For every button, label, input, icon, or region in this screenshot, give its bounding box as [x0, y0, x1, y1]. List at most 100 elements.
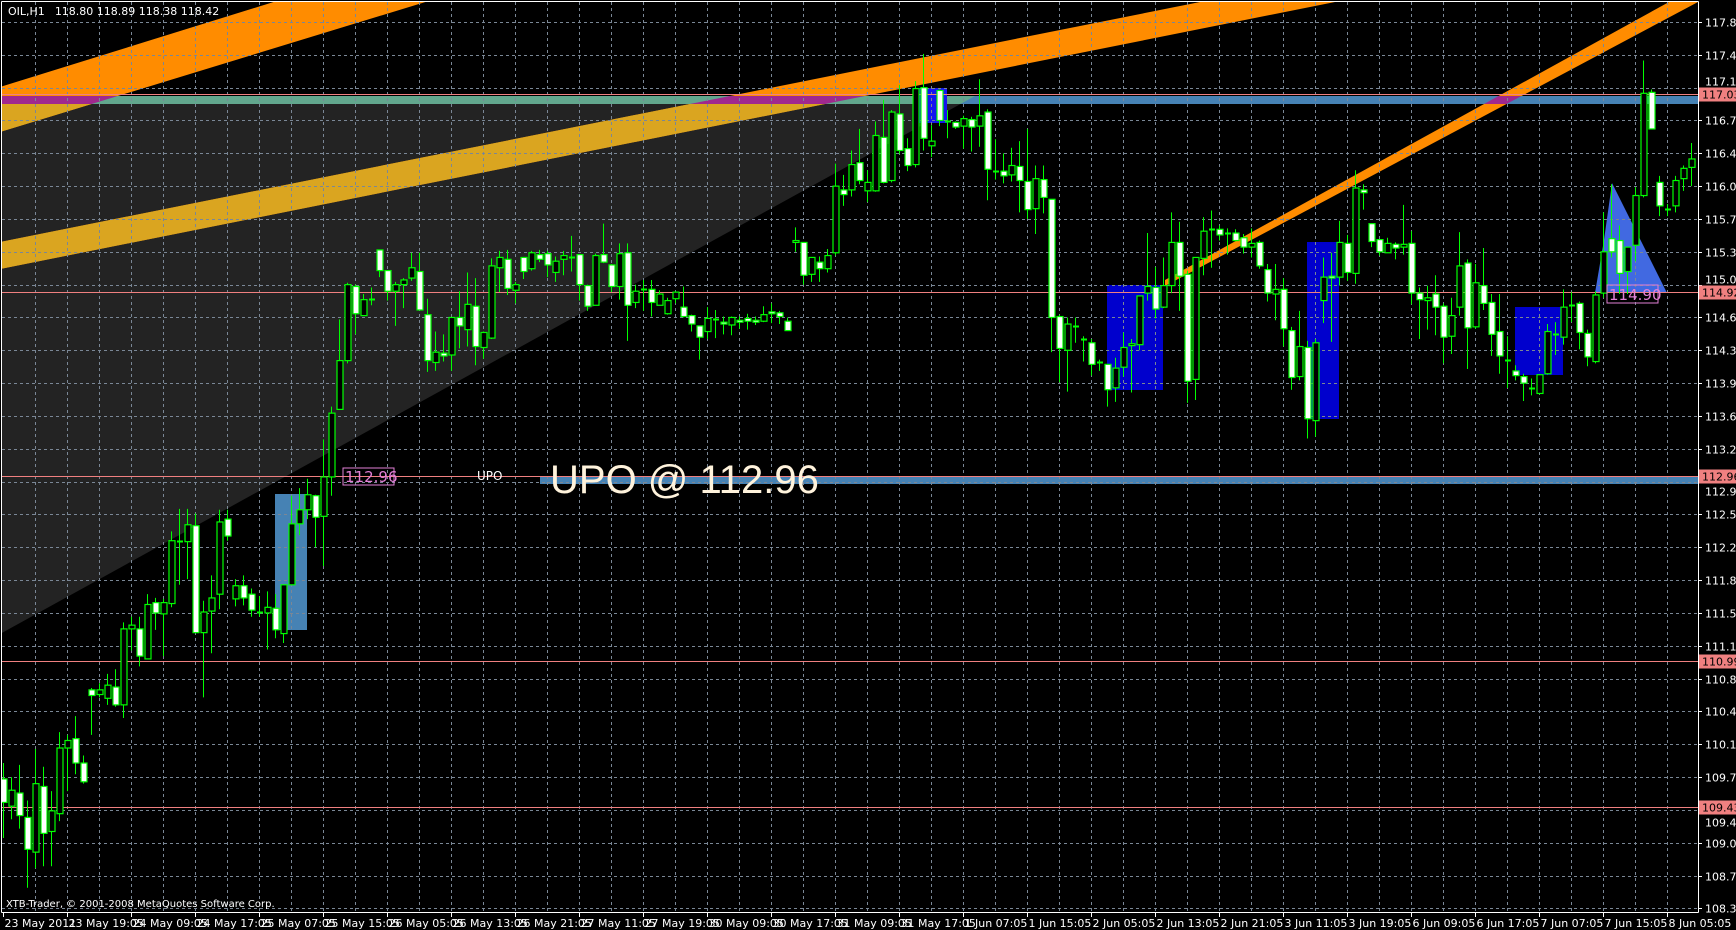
upo-big-label[interactable]: UPO @ 112.96: [550, 458, 819, 502]
candle-body: [528, 252, 536, 270]
candle-body: [496, 256, 504, 269]
candle-body: [1032, 178, 1040, 210]
candle: [696, 325, 704, 360]
candle-body: [264, 606, 272, 614]
candle-body: [1232, 232, 1240, 242]
y-tick-label: 110.80: [1705, 674, 1736, 687]
y-tick-label: 113.60: [1705, 411, 1736, 424]
candle: [608, 264, 616, 293]
candle: [1008, 147, 1016, 182]
candle-body: [824, 254, 832, 270]
candle: [1040, 165, 1048, 214]
candle: [408, 252, 416, 281]
candle: [456, 291, 464, 349]
candle: [184, 508, 192, 580]
candle: [208, 575, 216, 654]
candle-body: [1416, 292, 1424, 301]
candle: [96, 683, 104, 698]
candle-body: [1008, 164, 1016, 176]
candle: [1248, 228, 1256, 258]
candle: [704, 307, 712, 340]
candle: [1168, 212, 1176, 294]
candle: [560, 250, 568, 276]
candle: [1136, 295, 1144, 351]
candle: [1640, 60, 1648, 198]
candle: [760, 306, 768, 323]
candle: [1304, 340, 1312, 439]
x-tick-label: 2 Jun 05:05: [1093, 917, 1156, 930]
candle: [440, 334, 448, 362]
candle: [1184, 270, 1192, 403]
candle-body: [784, 320, 792, 332]
candle-body: [1360, 189, 1368, 194]
candle: [480, 331, 488, 359]
upo-band[interactable]: [540, 477, 1698, 484]
candle: [376, 249, 384, 278]
candle-body: [512, 284, 520, 291]
candle: [1472, 264, 1480, 329]
candle-body: [760, 314, 768, 322]
candle-body: [168, 540, 176, 605]
x-tick-label: 30 May 09:05: [709, 917, 784, 930]
candle: [1376, 239, 1384, 256]
candle-body: [1520, 375, 1528, 384]
y-tick-label: 117.10: [1705, 76, 1736, 89]
candle: [1456, 232, 1464, 316]
candle: [1360, 184, 1368, 210]
candle: [1672, 175, 1680, 213]
candle-body: [1296, 345, 1304, 378]
price-axis[interactable]: 117.80 117.45 117.10 116.75 116.40 116.05 115.…: [1698, 17, 1736, 916]
candle-body: [656, 293, 664, 306]
candle: [464, 272, 472, 347]
candle-body: [1200, 230, 1208, 259]
grid: [2, 2, 1698, 912]
candle-body: [216, 521, 224, 595]
candle: [1081, 336, 1087, 362]
candle-body: [416, 270, 424, 311]
candle-body: [1608, 238, 1616, 253]
candle-body: [64, 739, 72, 749]
candle-body: [632, 290, 640, 304]
candle-body: [1320, 276, 1328, 302]
y-tick-label: 116.40: [1705, 148, 1736, 161]
candle: [1088, 339, 1096, 376]
label-114-90[interactable]: 114.90: [1606, 284, 1662, 304]
y-tick-label: 114.65: [1705, 312, 1736, 325]
candle: [1024, 128, 1032, 219]
candle-body: [896, 113, 904, 152]
candle: [472, 278, 480, 366]
candle: [768, 303, 776, 324]
candle-body: [1152, 286, 1160, 310]
candle-body: [1512, 370, 1520, 377]
candles: [2, 53, 1696, 888]
triangle-7jun[interactable]: [1595, 183, 1667, 293]
upo-label[interactable]: UPO: [477, 469, 502, 483]
channel-june[interactable]: [1165, 0, 1698, 286]
candle-body: [488, 265, 496, 339]
candle-body: [1240, 237, 1248, 248]
candle: [840, 174, 848, 206]
candle-body: [1336, 241, 1344, 278]
candle: [664, 297, 672, 315]
candle: [728, 316, 736, 336]
label-112-96[interactable]: 112.96: [342, 467, 398, 486]
price-line-label-bg: [1699, 87, 1736, 102]
candle: [672, 291, 680, 304]
candle-body: [184, 524, 192, 543]
candle-body: [1656, 181, 1664, 207]
candle-body: [136, 628, 144, 657]
candle: [569, 235, 575, 272]
x-tick-label: 31 May 17:05: [901, 917, 976, 930]
candle: [369, 287, 375, 306]
candle-body: [1440, 305, 1448, 338]
candle: [1272, 264, 1280, 321]
shaded-zone[interactable]: [0, 96, 975, 634]
y-tick-label: 110.45: [1705, 706, 1736, 719]
candle: [56, 732, 64, 822]
candle-body: [1456, 265, 1464, 308]
candle-body: [240, 585, 248, 599]
candle-body: [208, 597, 216, 612]
candle-body: [480, 331, 488, 349]
